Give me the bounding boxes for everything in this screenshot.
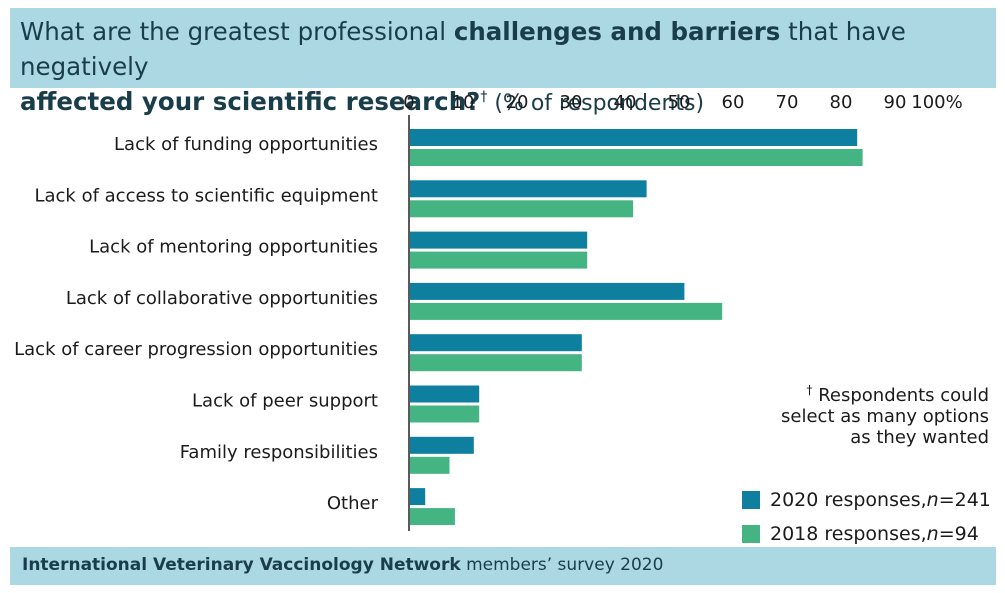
title-text-post: that have negatively [20,17,906,81]
title-dagger: † [480,88,488,105]
footnote-line-2: select as many options [781,406,989,427]
category-label: Other [327,493,379,514]
legend-label-2020: 2020 responses, [770,489,927,511]
category-label: Lack of career progression opportunities [14,339,378,360]
category-label: Lack of mentoring opportunities [89,237,378,258]
bar-chart: 0 10 20 30 40 50 60 70 80 90 100% Lack of funding o… [14,92,963,531]
footnote: † Respondents could select as many optio… [781,383,989,448]
x-tick-label-40: 40 [614,92,637,113]
bar-2020 [410,129,858,146]
bar-2020 [410,385,480,403]
x-tick-label-60: 60 [722,92,745,113]
legend-n-2020: n [926,489,939,511]
legend-item-2020: 2020 responses, n =241 [742,483,991,517]
legend-item-2018: 2018 responses, n =94 [742,517,991,551]
title-text-bold: challenges and barriers [453,17,781,46]
category-label: Lack of access to scientific equipment [34,185,378,206]
category-label: Lack of collaborative opportunities [66,288,378,309]
bar-2018 [410,456,450,474]
bar-2020 [410,282,685,300]
legend-n-2018: n [926,523,939,545]
bar-2020 [410,488,426,506]
footer-org: International Veterinary Vaccinology Net… [22,555,461,575]
legend-label-2018: 2018 responses, [770,523,927,545]
category-label: Lack of peer support [192,391,378,412]
legend-n-value-2020: =241 [938,489,991,511]
x-tick-label-0: 0 [403,92,414,113]
x-tick-label-30: 30 [560,92,583,113]
x-tick-label-80: 80 [830,92,853,113]
bar-2018 [410,354,582,372]
title-text-line2: affected your scientific research? [20,87,481,116]
legend: 2020 responses, n =241 2018 responses, n =… [742,483,991,551]
bar-2020 [410,436,474,454]
source-footer: International Veterinary Vaccinology Net… [10,547,996,585]
footnote-line-1: Respondents could [812,385,989,406]
bar-2018 [410,405,480,423]
category-label: Family responsibilities [180,442,378,463]
legend-n-value-2018: =94 [938,523,979,545]
legend-swatch-2018 [742,525,760,543]
bar-2018 [410,508,455,526]
bar-2018 [410,251,588,269]
legend-swatch-2020 [742,491,760,509]
bar-2018 [410,149,863,166]
bar-2018 [410,200,634,218]
x-tick-label-10: 10 [452,92,475,113]
bar-2020 [410,180,647,198]
title-text-pre: What are the greatest professional [20,17,454,46]
bar-2020 [410,231,588,249]
chart-title-box: What are the greatest professional chall… [10,8,996,116]
chart-title: What are the greatest professional chall… [20,14,986,121]
footer-rest: members’ survey 2020 [460,555,664,575]
x-tick-label-20: 20 [506,92,529,113]
footnote-dagger: † [806,383,813,397]
x-tick-label-100: 100% [911,92,962,113]
x-tick-label-70: 70 [776,92,799,113]
title-unit: (% of respondents) [487,91,705,116]
x-tick-label-50: 50 [668,92,691,113]
category-label: Lack of funding opportunities [114,134,378,155]
bar-2020 [410,334,582,352]
footnote-line-3: as they wanted [850,427,989,448]
bar-2018 [410,302,723,320]
x-tick-label-90: 90 [884,92,907,113]
